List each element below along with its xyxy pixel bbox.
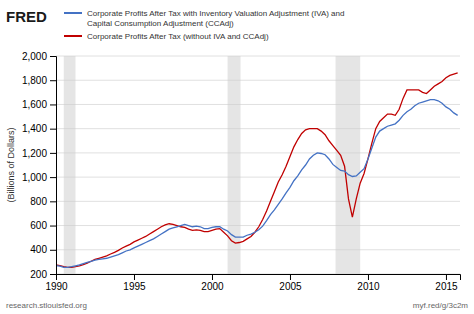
grid-line xyxy=(56,152,460,153)
y-tick: 1,400 xyxy=(22,123,56,134)
legend-swatch xyxy=(64,35,82,37)
y-tick-mark xyxy=(50,80,56,81)
recession-band xyxy=(64,56,76,274)
x-tick-label: 1995 xyxy=(123,281,146,292)
y-tick-label: 1,000 xyxy=(22,172,47,183)
x-tick-mark xyxy=(290,274,291,280)
legend-swatch xyxy=(64,12,82,14)
grid xyxy=(56,56,460,274)
y-tick: 400 xyxy=(30,244,56,255)
y-tick-mark xyxy=(50,104,56,105)
y-tick: 200 xyxy=(30,269,56,280)
chart-container: 1990 1995 2000 2005 2010 2015 200 400 600 800 1,00… xyxy=(0,0,474,314)
y-axis: 200 400 600 800 1,000 1,200 1,400 1,600 1,800 2,0… xyxy=(22,51,57,280)
x-tick-label: 2015 xyxy=(435,281,458,292)
grid-line xyxy=(56,249,460,250)
y-axis-label: (Billions of Dollars) xyxy=(6,127,16,202)
footer-right: myf.red/g/3c2m xyxy=(413,301,468,310)
series-line xyxy=(56,100,458,268)
legend-item: Corporate Profits After Tax with Invento… xyxy=(64,9,344,28)
y-tick-label: 600 xyxy=(30,220,47,231)
legend-item: Corporate Profits After Tax (without IVA… xyxy=(64,32,269,41)
y-tick-label: 1,400 xyxy=(22,123,47,134)
x-tick-mark xyxy=(446,274,447,280)
x-tick: 2005 xyxy=(279,274,302,292)
y-tick: 800 xyxy=(30,196,56,207)
y-tick-label: 1,600 xyxy=(22,99,47,110)
y-tick: 1,800 xyxy=(22,75,56,86)
y-tick: 1,600 xyxy=(22,99,56,110)
y-tick: 600 xyxy=(30,220,56,231)
x-tick-label: 2010 xyxy=(357,281,380,292)
y-tick: 2,000 xyxy=(22,51,56,62)
chart: 1990 1995 2000 2005 2010 2015 200 400 600 800 1,00… xyxy=(0,0,474,314)
series-line xyxy=(56,73,458,267)
y-tick-label: 200 xyxy=(30,269,47,280)
x-tick-mark xyxy=(212,274,213,280)
legend: Corporate Profits After Tax with Invento… xyxy=(64,9,344,41)
grid-line xyxy=(56,128,460,129)
y-tick-mark xyxy=(50,56,56,57)
x-tick: 2000 xyxy=(201,274,224,292)
grid-line xyxy=(56,104,460,105)
y-tick-mark xyxy=(50,153,56,154)
y-tick-label: 800 xyxy=(30,196,47,207)
x-axis: 1990 1995 2000 2005 2010 2015 xyxy=(45,274,460,292)
y-tick-label: 400 xyxy=(30,244,47,255)
y-tick: 1,200 xyxy=(22,148,56,159)
grid-line xyxy=(56,201,460,202)
recession-band xyxy=(336,56,361,274)
x-tick: 1995 xyxy=(123,274,146,292)
x-tick: 2015 xyxy=(435,274,458,292)
y-tick-label: 2,000 xyxy=(22,51,47,62)
y-tick-label: 1,800 xyxy=(22,75,47,86)
recession-band xyxy=(228,56,241,274)
y-tick-label: 1,200 xyxy=(22,148,47,159)
x-axis-line xyxy=(57,275,461,281)
x-tick-label: 2005 xyxy=(279,281,302,292)
x-tick-mark xyxy=(134,274,135,280)
marks xyxy=(56,56,458,274)
legend-label: Corporate Profits After Tax with Invento… xyxy=(87,9,344,28)
grid-line xyxy=(56,225,460,226)
y-tick-mark xyxy=(50,250,56,251)
x-tick-label: 1990 xyxy=(45,281,68,292)
y-tick-mark xyxy=(50,274,56,275)
footer-left: research.stlouisfed.org xyxy=(6,301,87,310)
grid-line xyxy=(56,80,460,81)
x-tick: 2010 xyxy=(357,274,380,292)
y-tick: 1,000 xyxy=(22,172,56,183)
y-tick-mark xyxy=(50,129,56,130)
grid-line xyxy=(56,56,460,57)
x-tick: 1990 xyxy=(45,274,68,292)
x-tick-label: 2000 xyxy=(201,281,224,292)
x-tick-mark xyxy=(368,274,369,280)
y-tick-mark xyxy=(50,201,56,202)
grid-line xyxy=(56,177,460,178)
plot-area: 1990 1995 2000 2005 2010 2015 200 400 600 800 1,00… xyxy=(22,51,461,292)
logo-text: FRED xyxy=(6,8,47,25)
y-axis-line xyxy=(50,57,57,275)
y-tick-mark xyxy=(50,226,56,227)
legend-label: Corporate Profits After Tax (without IVA… xyxy=(87,32,269,41)
y-tick-mark xyxy=(50,177,56,178)
